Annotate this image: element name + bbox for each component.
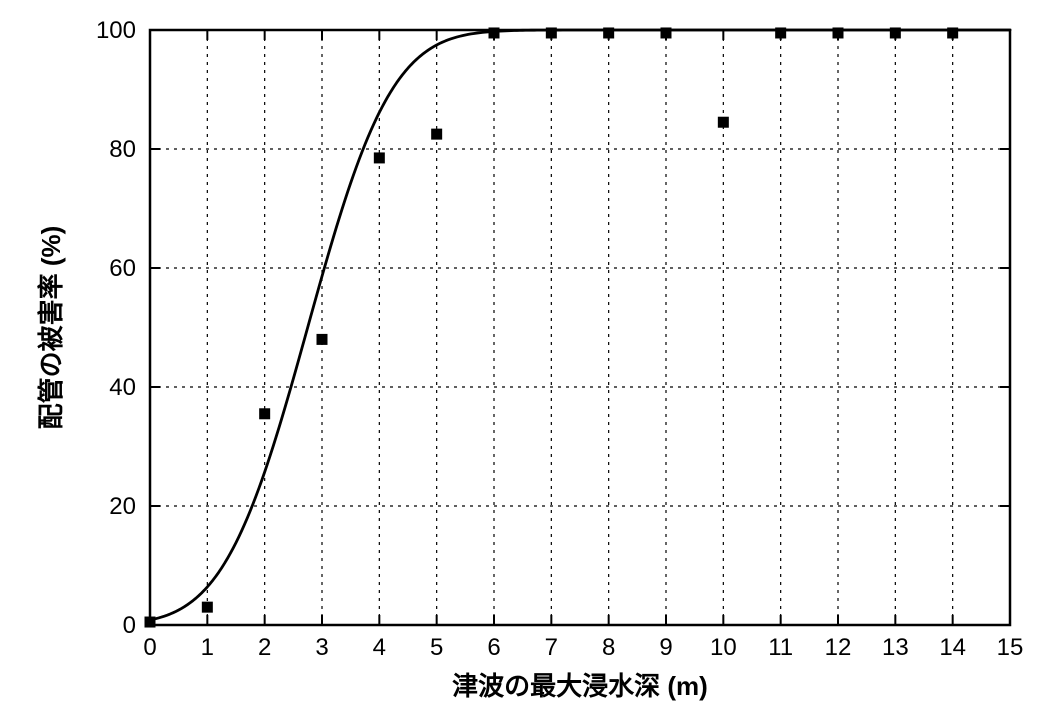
- xtick-label: 14: [939, 634, 966, 661]
- ytick-label: 100: [96, 17, 136, 44]
- xtick-label: 3: [315, 634, 328, 661]
- ytick-label: 60: [109, 255, 136, 282]
- ytick-label: 40: [109, 374, 136, 401]
- data-point: [317, 334, 328, 345]
- data-point: [718, 117, 729, 128]
- ytick-label: 80: [109, 136, 136, 163]
- xtick-label: 1: [201, 634, 214, 661]
- y-axis-label: 配管の被害率 (%): [36, 226, 66, 430]
- xtick-label: 12: [825, 634, 852, 661]
- xtick-label: 13: [882, 634, 909, 661]
- xtick-label: 6: [487, 634, 500, 661]
- ytick-label: 20: [109, 493, 136, 520]
- xtick-label: 10: [710, 634, 737, 661]
- x-axis-label: 津波の最大浸水深 (m): [452, 671, 708, 701]
- chart-svg: 0123456789101112131415020406080100津波の最大浸…: [0, 0, 1038, 721]
- data-point: [431, 129, 442, 140]
- xtick-label: 7: [545, 634, 558, 661]
- xtick-label: 15: [997, 634, 1024, 661]
- xtick-label: 0: [143, 634, 156, 661]
- chart-bg: [0, 0, 1038, 721]
- xtick-label: 9: [659, 634, 672, 661]
- damage-rate-chart: 0123456789101112131415020406080100津波の最大浸…: [0, 0, 1038, 721]
- data-point: [374, 152, 385, 163]
- ytick-label: 0: [123, 612, 136, 639]
- xtick-label: 8: [602, 634, 615, 661]
- data-point: [259, 408, 270, 419]
- xtick-label: 5: [430, 634, 443, 661]
- xtick-label: 11: [768, 634, 793, 661]
- xtick-label: 4: [373, 634, 386, 661]
- xtick-label: 2: [258, 634, 271, 661]
- data-point: [202, 602, 213, 613]
